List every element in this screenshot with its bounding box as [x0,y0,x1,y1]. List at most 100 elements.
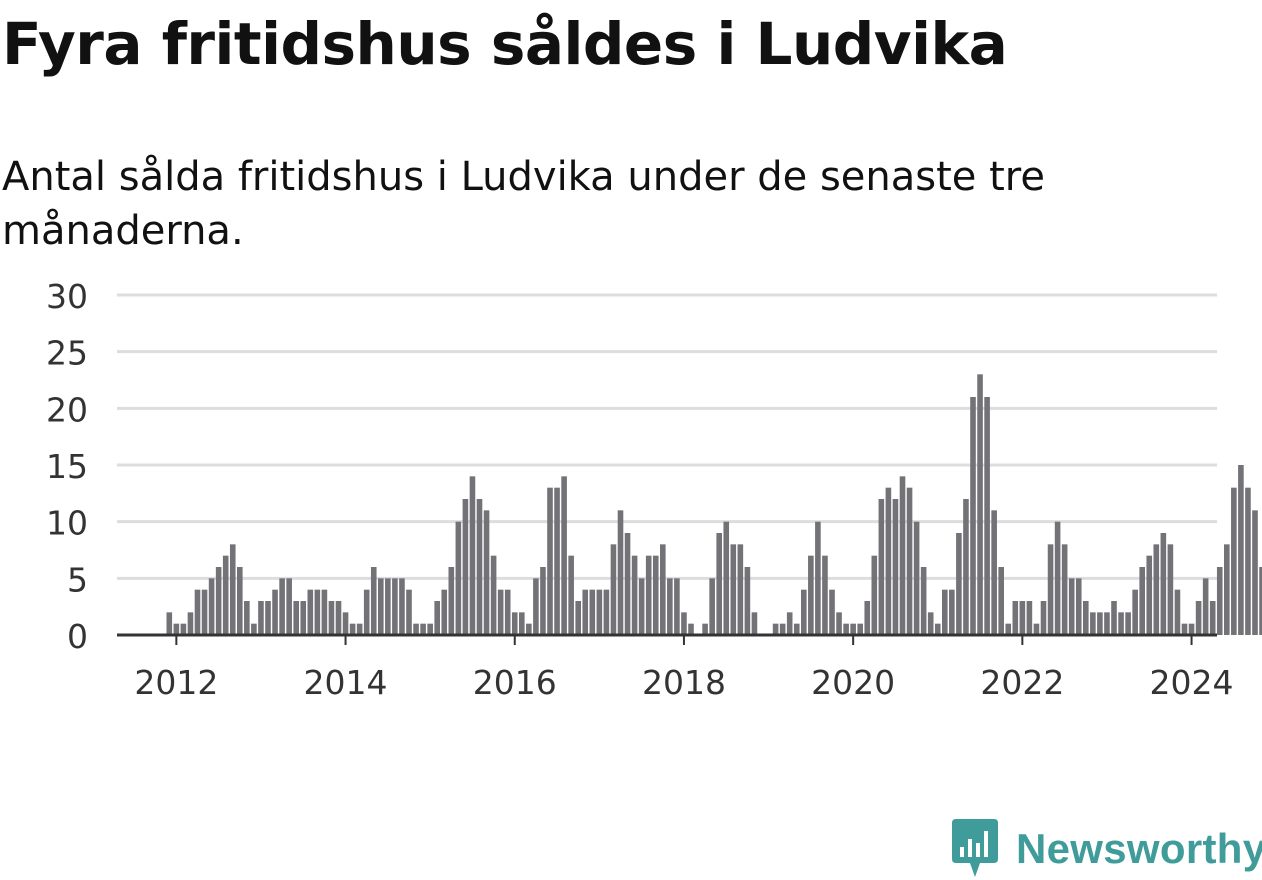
bar [575,601,581,635]
bar [490,555,497,635]
bar [920,567,927,635]
bar [737,544,744,635]
bar [934,623,941,635]
bar [899,476,906,635]
bar [1238,465,1244,635]
bar [878,499,885,635]
x-tick-label: 2012 [134,663,218,702]
bar [1090,612,1096,635]
bar [251,623,257,635]
bar [892,499,899,635]
newsworthy-wordmark: Newsworthy [1016,825,1262,872]
bar [610,544,617,635]
bar [244,601,250,635]
chart-subtitle: Antal sålda fritidshus i Ludvika under d… [2,154,1045,254]
bar [215,567,222,635]
bar [201,589,208,635]
bar [187,612,194,635]
newsworthy-logo-icon [952,819,998,877]
bar [166,612,173,635]
x-tick-label: 2020 [811,663,895,702]
bar [1132,589,1138,635]
bar [363,589,370,635]
bar [533,578,539,635]
bar [702,623,708,635]
bar [328,601,335,635]
bar [1259,567,1262,635]
bar [385,578,391,635]
bar [561,476,567,635]
bar [1167,544,1174,635]
bar [709,578,715,635]
bar [927,612,934,635]
bar [194,589,201,635]
bar [751,612,758,635]
bar [378,578,384,635]
bar [723,521,730,635]
bar [829,589,835,635]
bar [286,578,292,635]
bar [462,499,469,635]
bar [342,612,349,635]
bar [497,589,504,635]
bar [977,374,983,635]
bar [624,533,631,635]
bar-chart: 0510152025304201220142016201820202022202… [46,277,1262,702]
bar [906,487,913,635]
bar [681,612,687,635]
bar [293,601,299,635]
bar [1005,623,1012,635]
bar [1146,555,1153,635]
bar [237,567,243,635]
bar [540,567,546,635]
bar [822,555,828,635]
bar [871,555,878,635]
bar [504,589,511,635]
bar [441,589,448,635]
bar [448,567,455,635]
bar [321,589,328,635]
bar [913,521,920,635]
bar [1153,544,1160,635]
bar [744,567,751,635]
bar [1012,601,1019,635]
bar [279,578,285,635]
bar [963,499,969,635]
bar [1160,533,1167,635]
bar [392,578,398,635]
bar [1245,487,1251,635]
bar [631,555,638,635]
bar [603,589,610,635]
bar [173,623,180,635]
bar [1104,612,1110,635]
y-tick-label: 25 [46,334,88,373]
bar [1019,601,1026,635]
bar [638,578,645,635]
bar [1083,601,1089,635]
y-tick-label: 10 [46,504,88,543]
bar [356,623,363,635]
bar [730,544,737,635]
bar [582,589,589,635]
bar [300,601,307,635]
bar [1054,521,1061,635]
bar [1033,623,1040,635]
bar [617,510,624,635]
bar [885,487,892,635]
bar [1097,612,1103,635]
bar [427,623,433,635]
x-tick-label: 2022 [980,663,1064,702]
y-tick-label: 30 [46,277,88,316]
bar [949,589,955,635]
bar [526,623,532,635]
bar [864,601,871,635]
bar [808,555,814,635]
bar [991,510,997,635]
bar [779,623,786,635]
x-tick-label: 2024 [1150,663,1234,702]
bar [1075,578,1082,635]
y-tick-label: 5 [67,560,88,599]
bar [483,510,490,635]
bar [519,612,525,635]
bar [596,589,603,635]
